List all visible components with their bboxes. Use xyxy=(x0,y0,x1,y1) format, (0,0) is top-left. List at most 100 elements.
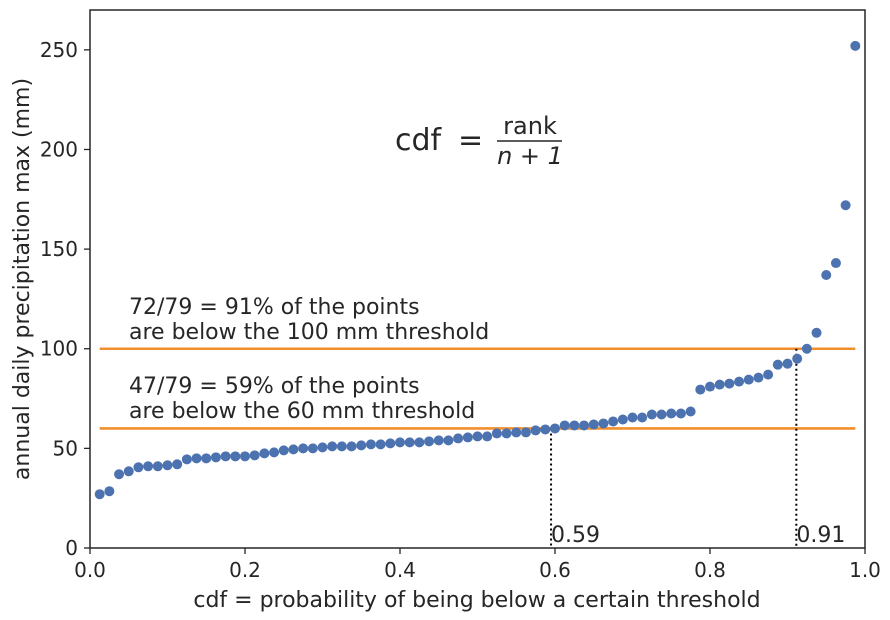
cdf-marker-label: 0.59 xyxy=(551,523,600,548)
data-point xyxy=(830,258,841,269)
data-point xyxy=(491,428,502,439)
data-point xyxy=(94,489,105,500)
data-point xyxy=(792,353,803,364)
formula-lhs: cdf xyxy=(395,123,443,158)
data-point xyxy=(472,431,483,442)
data-point xyxy=(181,454,192,465)
x-tick-label: 1.0 xyxy=(849,558,881,582)
data-point xyxy=(210,452,221,463)
data-point xyxy=(152,461,163,472)
data-point xyxy=(433,435,444,446)
annotation-100mm-line1: 72/79 = 91% of the points xyxy=(129,295,420,320)
data-point xyxy=(298,443,309,454)
data-point xyxy=(840,200,851,211)
data-point xyxy=(569,420,580,431)
data-point xyxy=(753,372,764,383)
data-point xyxy=(162,460,173,471)
x-tick-label: 0.2 xyxy=(229,558,261,582)
data-point xyxy=(782,358,793,369)
data-point xyxy=(666,408,677,419)
formula-numerator: rank xyxy=(503,112,557,140)
data-point xyxy=(404,437,415,448)
y-tick-label: 250 xyxy=(40,38,78,62)
data-point xyxy=(336,441,347,452)
data-point xyxy=(327,441,338,452)
data-point xyxy=(511,427,522,438)
data-point xyxy=(259,448,270,459)
data-point xyxy=(743,374,754,385)
data-point xyxy=(172,459,183,470)
data-point xyxy=(656,409,667,420)
formula-denominator: n + 1 xyxy=(497,142,563,170)
data-point xyxy=(424,436,435,447)
data-point xyxy=(482,431,493,442)
data-point xyxy=(317,442,328,453)
data-point xyxy=(191,453,202,464)
data-point xyxy=(346,441,357,452)
data-point xyxy=(685,406,696,417)
data-point xyxy=(501,428,512,439)
data-point xyxy=(462,432,473,443)
formula-eq: = xyxy=(458,123,483,158)
y-tick-label: 50 xyxy=(53,436,78,460)
data-point xyxy=(220,451,231,462)
data-point xyxy=(414,437,425,448)
data-point xyxy=(530,425,541,436)
data-point xyxy=(588,419,599,430)
data-point xyxy=(763,369,774,380)
data-point xyxy=(269,447,280,458)
y-tick-label: 100 xyxy=(40,337,78,361)
data-point xyxy=(230,451,241,462)
data-point xyxy=(627,412,638,423)
x-tick-label: 0.4 xyxy=(384,558,416,582)
data-point xyxy=(821,270,832,281)
data-point xyxy=(240,451,250,462)
plot-content: 0.59 0.91 xyxy=(94,40,861,548)
data-point xyxy=(598,418,609,429)
data-point xyxy=(123,466,134,477)
data-point xyxy=(734,376,745,387)
data-point xyxy=(453,433,464,444)
x-tick-label: 0.0 xyxy=(74,558,106,582)
annotation-60mm-line2: are below the 60 mm threshold xyxy=(129,399,475,424)
data-point xyxy=(724,378,735,389)
data-point xyxy=(811,327,822,338)
data-point xyxy=(714,379,725,390)
cdf-marker-label: 0.91 xyxy=(796,523,845,548)
data-point xyxy=(133,462,144,473)
data-point xyxy=(695,384,706,395)
data-point xyxy=(104,486,115,497)
data-point xyxy=(365,439,376,450)
y-tick-label: 150 xyxy=(40,237,78,261)
data-point xyxy=(278,445,289,456)
annotation-60mm-line1: 47/79 = 59% of the points xyxy=(129,374,420,399)
data-point xyxy=(385,438,396,449)
data-point xyxy=(646,409,657,420)
x-axis-title: cdf = probability of being below a certa… xyxy=(193,588,760,613)
data-point xyxy=(608,416,619,427)
data-point xyxy=(201,453,212,464)
data-point xyxy=(579,420,590,431)
y-axis-title: annual daily precipitation max (mm) xyxy=(10,78,35,480)
data-point xyxy=(550,423,560,434)
data-point xyxy=(801,343,812,354)
data-point xyxy=(520,427,531,438)
y-tick-label: 200 xyxy=(40,137,78,161)
data-point xyxy=(559,420,570,431)
plot-frame xyxy=(89,9,866,549)
y-tick-label: 0 xyxy=(65,536,78,560)
data-point xyxy=(249,450,260,461)
annotation-100mm-line2: are below the 100 mm threshold xyxy=(129,320,489,345)
y-axis-ticks: 0 50 100 150 200 250 xyxy=(40,38,90,560)
x-tick-label: 0.8 xyxy=(694,558,726,582)
data-point xyxy=(540,424,551,435)
cdf-formula: cdf = rank n + 1 xyxy=(395,112,563,170)
data-point xyxy=(617,414,628,425)
data-point xyxy=(637,412,648,423)
data-point xyxy=(307,443,318,454)
data-point xyxy=(288,444,299,455)
x-tick-label: 0.6 xyxy=(539,558,571,582)
data-point xyxy=(772,359,783,370)
data-point xyxy=(443,435,454,446)
